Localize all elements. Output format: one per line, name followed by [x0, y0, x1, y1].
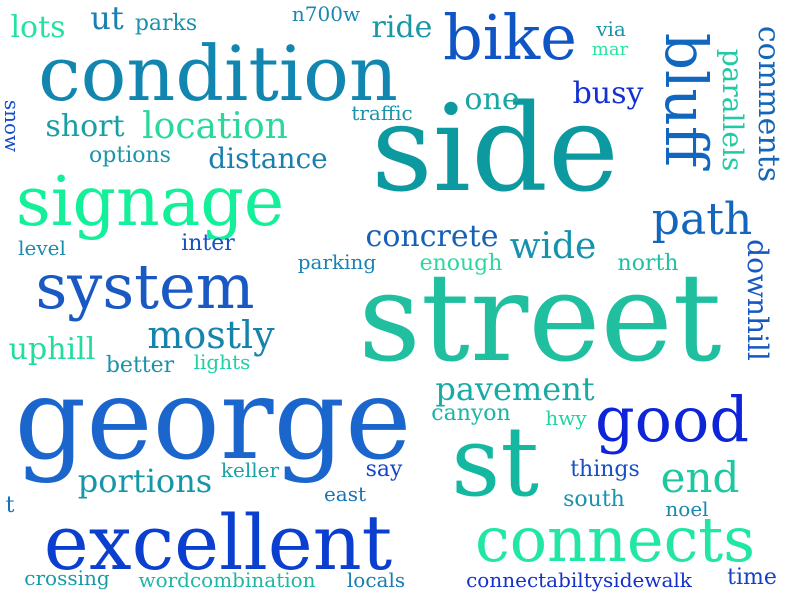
word-portions: portions — [77, 462, 213, 500]
word-snow: snow — [0, 99, 24, 153]
word-ut: ut — [90, 0, 124, 37]
word-say: say — [365, 457, 403, 482]
word-uphill: uphill — [8, 332, 96, 367]
word-n700w: n700w — [291, 2, 361, 26]
word-location: location — [142, 106, 288, 147]
word-ride: ride — [371, 10, 433, 45]
word-street: street — [358, 247, 722, 389]
word-one: one — [464, 82, 520, 117]
word-bike: bike — [443, 1, 577, 74]
word-better: better — [105, 353, 175, 378]
word-concrete: concrete — [365, 219, 499, 254]
word-things: things — [570, 457, 640, 482]
word-downhill: downhill — [741, 239, 774, 361]
word-inter: inter — [181, 231, 235, 256]
word-enough: enough — [419, 251, 503, 276]
word-good: good — [594, 383, 750, 456]
word-wide: wide — [509, 226, 597, 267]
word-options: options — [89, 143, 171, 168]
word-distance: distance — [208, 142, 328, 175]
word-connectabiltysidewalk: connectabiltysidewalk — [466, 568, 692, 592]
word-t: t — [5, 493, 15, 518]
word-south: south — [563, 487, 625, 512]
word-keller: keller — [220, 458, 280, 482]
word-parks: parks — [134, 11, 198, 36]
word-locals: locals — [346, 568, 406, 592]
word-system: system — [35, 250, 255, 323]
word-crossing: crossing — [24, 566, 110, 590]
word-wordcombination: wordcombination — [138, 568, 316, 592]
word-path: path — [651, 194, 753, 245]
word-east: east — [323, 482, 367, 506]
word-north: north — [617, 251, 679, 276]
word-pavement: pavement — [435, 370, 595, 408]
word-george: george — [14, 355, 412, 485]
word-parallels: parallels — [716, 48, 749, 172]
word-parking: parking — [297, 250, 377, 274]
word-st: st — [451, 406, 539, 518]
word-excellent: excellent — [43, 498, 393, 587]
word-via: via — [596, 17, 626, 41]
word-short: short — [45, 109, 125, 144]
word-lots: lots — [10, 10, 66, 45]
word-comments: comments — [751, 25, 786, 183]
word-bluff: bluff — [652, 32, 720, 168]
word-canyon: canyon — [431, 401, 511, 426]
word-mostly: mostly — [147, 313, 275, 357]
word-time: time — [727, 565, 777, 590]
word-end: end — [660, 453, 740, 502]
word-side: side — [371, 80, 619, 219]
word-signage: signage — [15, 163, 285, 242]
word-condition: condition — [38, 29, 398, 118]
word-mar: mar — [591, 39, 629, 60]
word-hwy: hwy — [545, 406, 587, 430]
word-noel: noel — [665, 497, 709, 521]
word-traffic: traffic — [351, 101, 413, 125]
word-level: level — [18, 236, 66, 260]
word-connects: connects — [474, 503, 756, 576]
word-busy: busy — [572, 76, 644, 111]
word-lights: lights — [193, 350, 251, 374]
